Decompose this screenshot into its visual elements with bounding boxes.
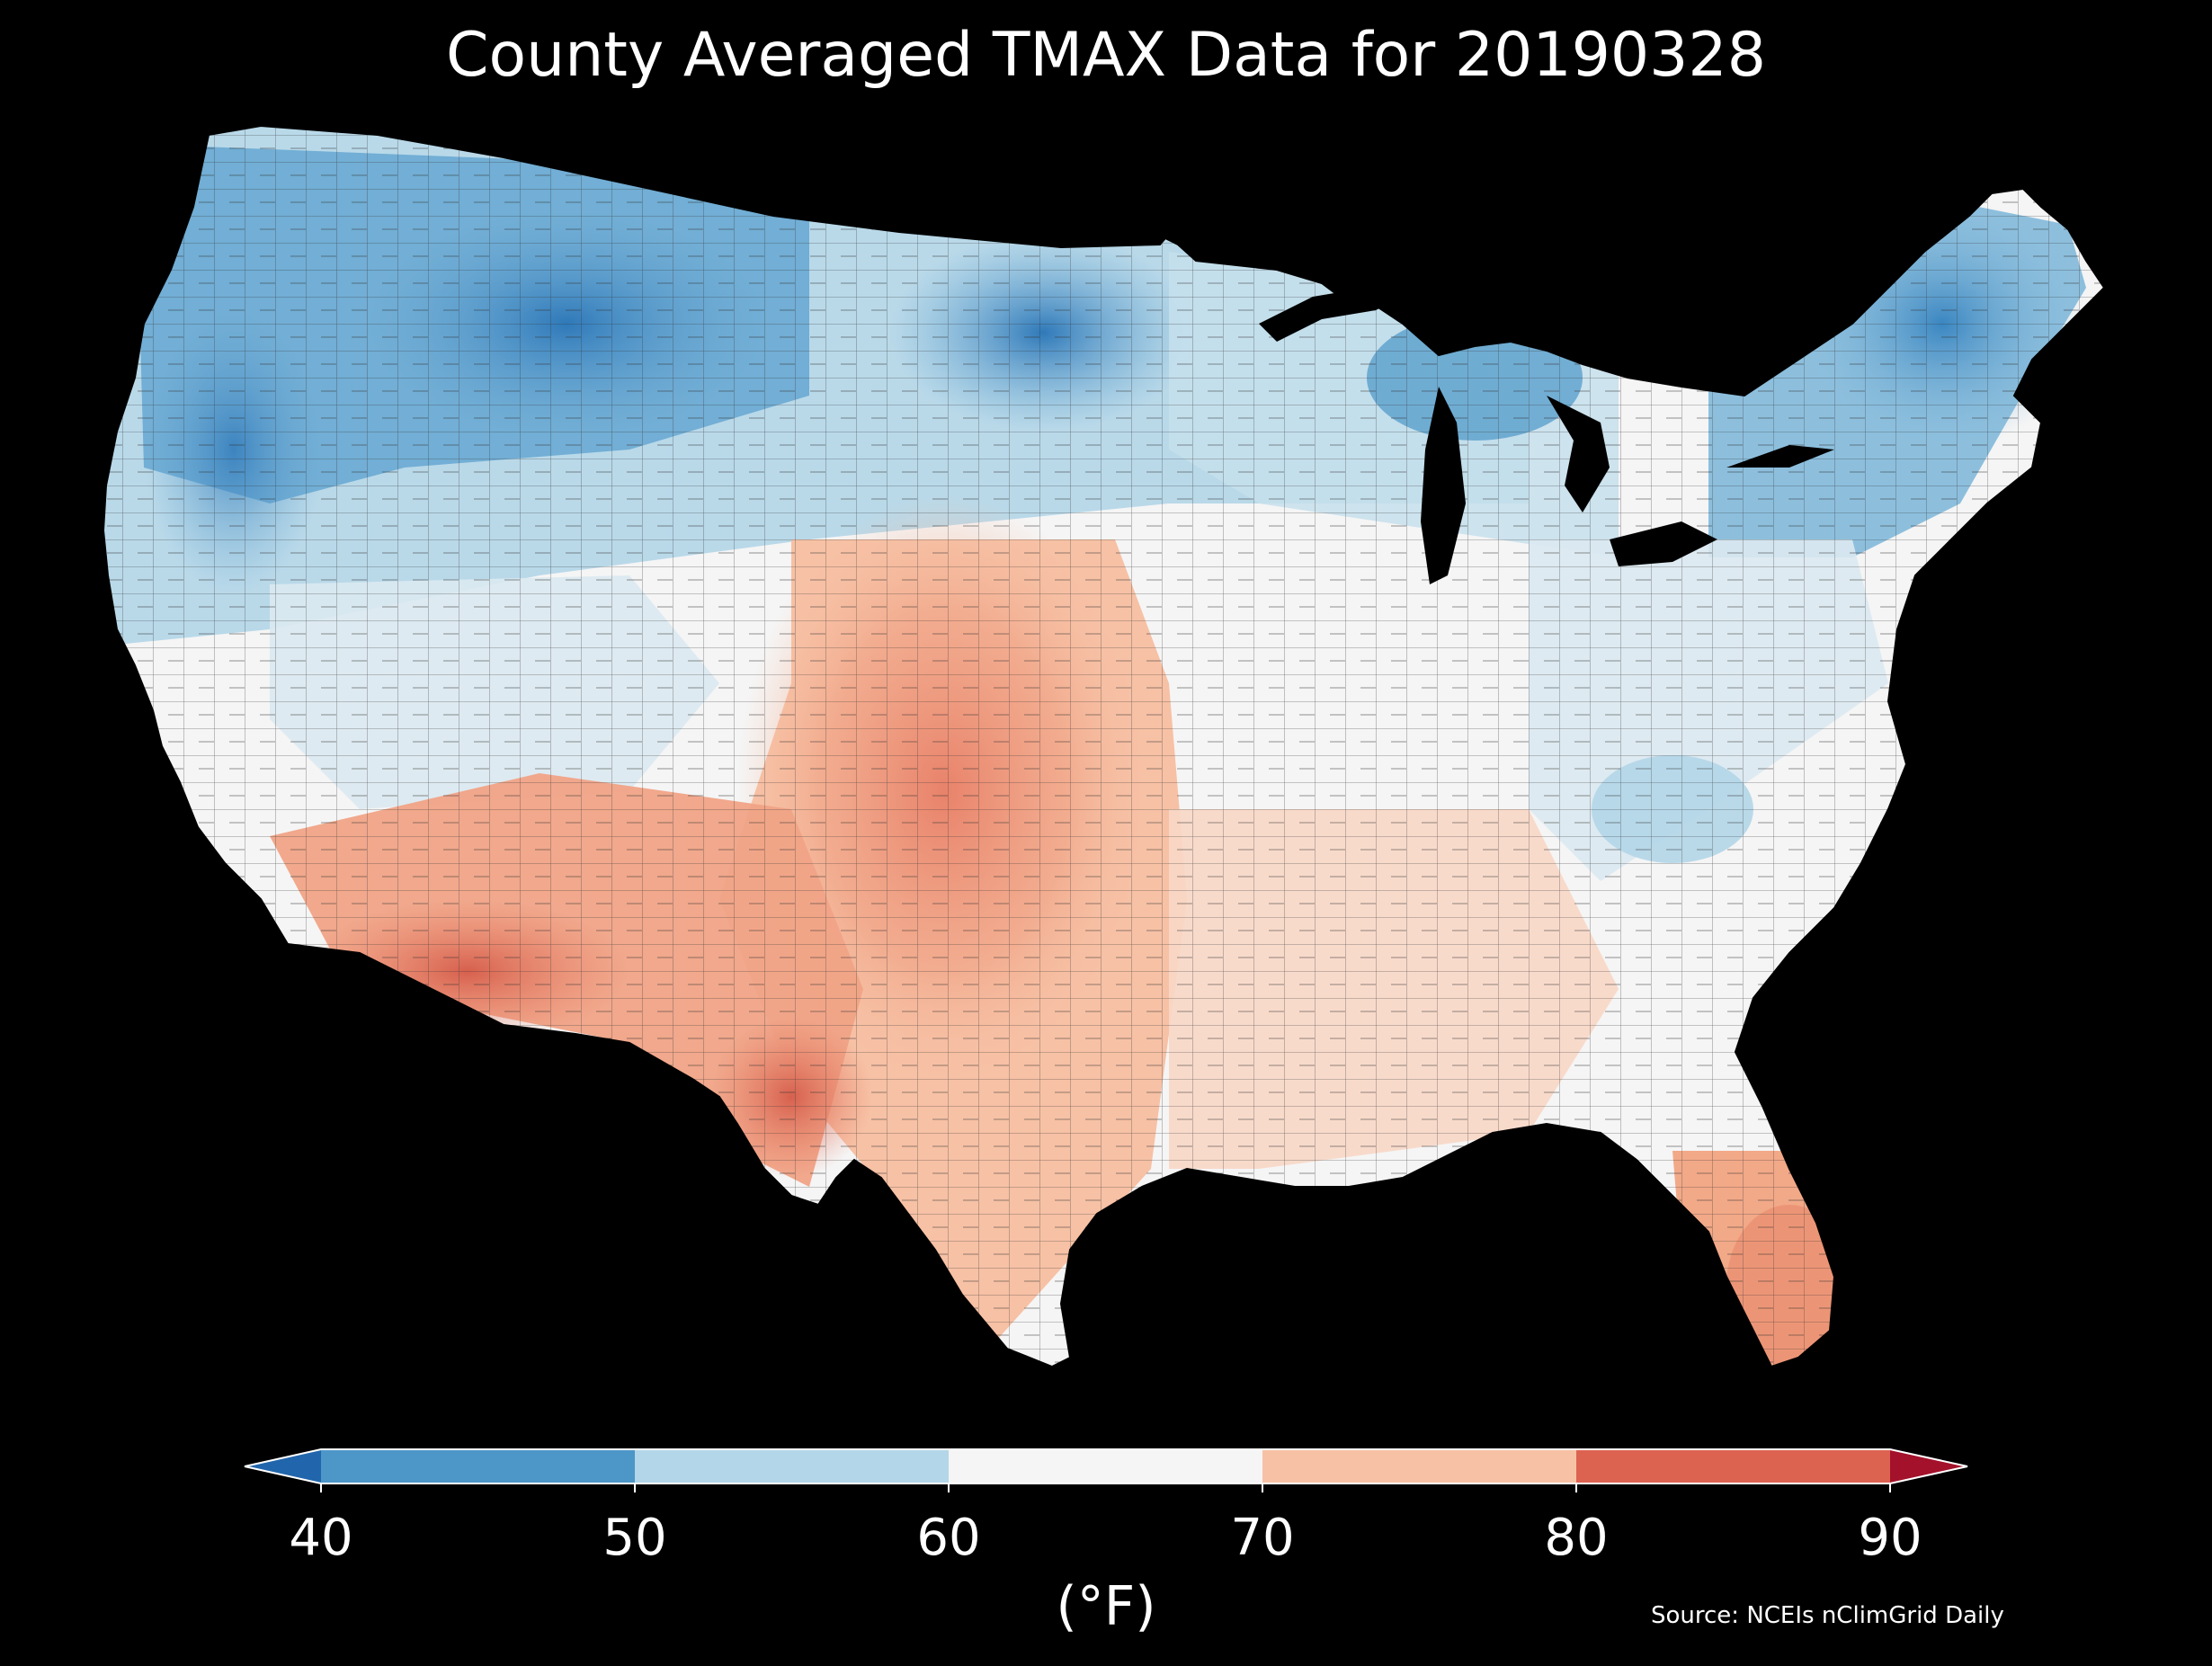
colorbar-tick-label: 40 <box>289 1509 353 1567</box>
map-title: County Averaged TMAX Data for 20190328 <box>446 20 1766 91</box>
colorbar-bin <box>1576 1449 1890 1483</box>
source-credit: Source: NCEIs nClimGrid Daily <box>1651 1602 2004 1629</box>
colorbar-tick-label: 90 <box>1858 1509 1922 1567</box>
colorbar-tick-label: 50 <box>602 1509 667 1567</box>
colorbar-tick-label: 70 <box>1230 1509 1295 1567</box>
colorbar-bin <box>949 1449 1262 1483</box>
colorbar-units-label: (°F) <box>1056 1575 1156 1638</box>
colorbar-bin <box>635 1449 949 1483</box>
colorbar-extend-high <box>1890 1449 1967 1483</box>
colorbar-extend-low <box>245 1449 321 1483</box>
colorbar-tick-label: 60 <box>916 1509 981 1567</box>
colorbar-bin <box>1262 1449 1576 1483</box>
great-lakes <box>1259 288 1834 584</box>
colorbar-tick-label: 80 <box>1544 1509 1609 1567</box>
colorbar-bin <box>321 1449 635 1483</box>
